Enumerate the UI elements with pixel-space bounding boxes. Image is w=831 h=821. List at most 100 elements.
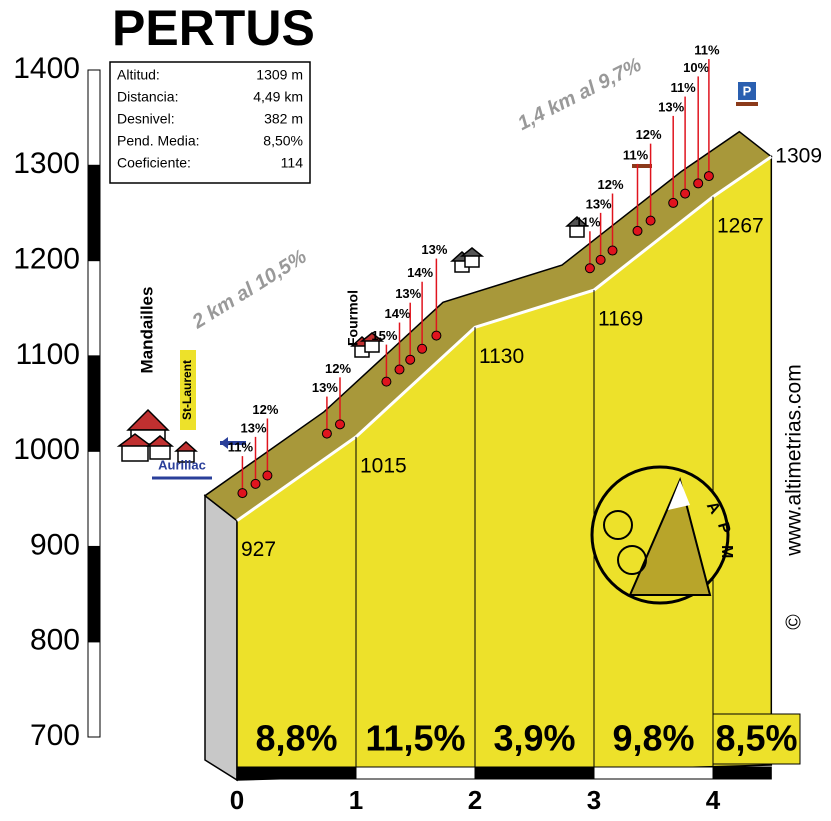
gradient-label: 11% (670, 80, 696, 95)
gradient-marker (608, 246, 617, 255)
gradient-marker (263, 471, 272, 480)
place-label: Fourmol (345, 290, 361, 346)
gradient-marker (382, 377, 391, 386)
segment-bar (475, 767, 594, 779)
gradient-label: 12% (597, 177, 623, 192)
y-tick-label: 1100 (15, 338, 80, 371)
y-tick-label: 1400 (13, 52, 80, 85)
altitude-label: 1015 (360, 454, 407, 477)
altitude-label: 1169 (598, 308, 643, 331)
logo-letter: M (718, 545, 735, 558)
annotation: 1,4 km al 9,7% (514, 54, 645, 135)
scale-block (88, 261, 100, 356)
x-tick-label: 2 (468, 785, 482, 815)
gradient-label: 13% (312, 380, 338, 395)
gradient-marker (336, 420, 345, 429)
gradient-marker (251, 479, 260, 488)
profile-area (237, 157, 771, 780)
y-tick-label: 800 (30, 624, 80, 657)
gradient-label: 14% (384, 306, 410, 321)
y-tick-label: 700 (30, 719, 80, 752)
info-value: 1309 m (256, 67, 303, 83)
segment-bar (356, 767, 475, 779)
gradient-label: 13% (586, 196, 612, 211)
gradient-marker (585, 264, 594, 273)
y-tick-label: 900 (30, 528, 80, 561)
segment-bar (594, 767, 713, 779)
gradient-marker (633, 226, 642, 235)
altitude-label: 927 (241, 538, 276, 561)
gradient-label: 11% (575, 215, 601, 230)
scale-block (88, 546, 100, 641)
segment-label: 8,5% (715, 718, 797, 759)
gradient-marker (646, 216, 655, 225)
x-tick-label: 3 (587, 785, 601, 815)
gradient-marker (395, 365, 404, 374)
gradient-label: 11% (623, 147, 649, 162)
gradient-marker (596, 255, 605, 264)
y-tick-label: 1300 (13, 147, 80, 180)
segment-bar (713, 767, 771, 779)
gradient-marker (322, 429, 331, 438)
logo (592, 467, 728, 603)
gradient-label: 11% (694, 43, 720, 58)
gradient-marker (432, 331, 441, 340)
gradient-label: 12% (325, 361, 351, 376)
gradient-label: 11% (228, 440, 254, 455)
side-face (205, 496, 237, 780)
place-label: St-Laurent (180, 360, 194, 420)
segment-label: 11,5% (365, 718, 465, 759)
altitude-scale: 700 800 900 1000 1100 1200 1300 1400 (13, 52, 100, 752)
gradient-label: 13% (658, 99, 684, 114)
gradient-marker (418, 344, 427, 353)
watermark: www.altimetrias.com (783, 364, 806, 556)
gradient-label: 14% (407, 265, 433, 280)
y-tick-label: 1000 (13, 433, 80, 466)
altitude-label: 1130 (479, 345, 524, 368)
altitude-label: 1267 (717, 214, 764, 237)
gradient-marker (669, 198, 678, 207)
info-value: 382 m (264, 111, 303, 127)
segment-label: 9,8% (612, 718, 694, 759)
info-label: Altitud: (117, 67, 160, 83)
y-tick-label: 1200 (13, 242, 80, 275)
segment-label: 3,9% (493, 718, 575, 759)
annotation: 2 km al 10,5% (188, 245, 311, 333)
place-label: P (743, 83, 752, 98)
place-label: Mandailles (137, 287, 156, 374)
x-tick-label: 4 (706, 785, 721, 815)
copyright: © (783, 614, 806, 630)
gradient-label: 13% (421, 242, 447, 257)
gradient-label: 15% (371, 328, 397, 343)
info-label: Coeficiente: (117, 155, 191, 171)
gradient-marker (704, 172, 713, 181)
info-value: 114 (281, 155, 304, 171)
segment-bar (237, 767, 356, 779)
gradient-marker (238, 489, 247, 498)
info-label: Desnivel: (117, 111, 175, 127)
gradient-label: 13% (240, 420, 266, 435)
gradient-marker (681, 189, 690, 198)
segment-label: 8,8% (255, 718, 337, 759)
info-label: Distancia: (117, 89, 178, 105)
chart-title: PERTUS (112, 0, 315, 56)
gradient-marker (406, 355, 415, 364)
scale-block (88, 356, 100, 451)
scale-block (88, 70, 100, 165)
info-value: 4,49 km (253, 89, 303, 105)
gradient-label: 12% (636, 127, 662, 142)
chart: PERTUS Altitud: 1309 m Distancia: 4,49 km De… (0, 0, 831, 816)
x-tick-label: 0 (230, 785, 244, 815)
place-label: Aurillac (158, 457, 206, 472)
gradient-label: 10% (683, 60, 709, 75)
scale-block (88, 451, 100, 546)
altitude-label: 1309 (775, 144, 822, 167)
info-box: Altitud: 1309 m Distancia: 4,49 km Desnivel:… (110, 62, 310, 183)
gradient-label: 12% (252, 402, 278, 417)
scale-block (88, 165, 100, 260)
info-label: Pend. Media: (117, 133, 200, 149)
info-value: 8,50% (263, 133, 303, 149)
gradient-label: 13% (395, 286, 421, 301)
x-tick-label: 1 (349, 785, 363, 815)
scale-block (88, 642, 100, 737)
